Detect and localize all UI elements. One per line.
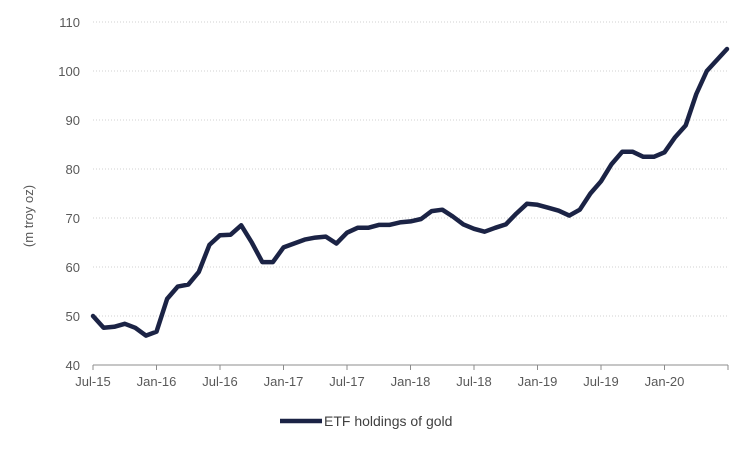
y-tick-labels: 40 50 60 70 80 90 100 110 [58,15,80,373]
x-tick-Jul-19: Jul-19 [583,374,618,389]
axes [92,364,729,370]
legend-label: ETF holdings of gold [324,413,452,429]
x-tick-Jan-16: Jan-16 [137,374,177,389]
x-tick-Jan-20: Jan-20 [645,374,685,389]
legend: ETF holdings of gold [280,413,452,429]
y-tick-100: 100 [58,64,80,79]
y-tick-90: 90 [66,113,80,128]
x-tick-Jul-16: Jul-16 [202,374,237,389]
y-tick-50: 50 [66,309,80,324]
x-tick-Jan-18: Jan-18 [391,374,431,389]
x-tick-Jul-18: Jul-18 [456,374,491,389]
y-tick-40: 40 [66,358,80,373]
y-axis-label: (m troy oz) [21,185,36,247]
x-tick-Jan-17: Jan-17 [264,374,304,389]
gridlines [93,21,728,317]
y-tick-110: 110 [59,15,80,30]
y-tick-60: 60 [66,260,80,275]
x-tick-Jan-19: Jan-19 [518,374,558,389]
x-tick-Jul-17: Jul-17 [329,374,364,389]
y-tick-80: 80 [66,162,80,177]
x-tick-Jul-15: Jul-15 [75,374,110,389]
series-line-etf-holdings [90,46,730,338]
y-tick-70: 70 [66,211,80,226]
x-tick-labels: Jul-15 Jan-16 Jul-16 Jan-17 Jul-17 Jan-18 Jul-… [75,374,684,389]
